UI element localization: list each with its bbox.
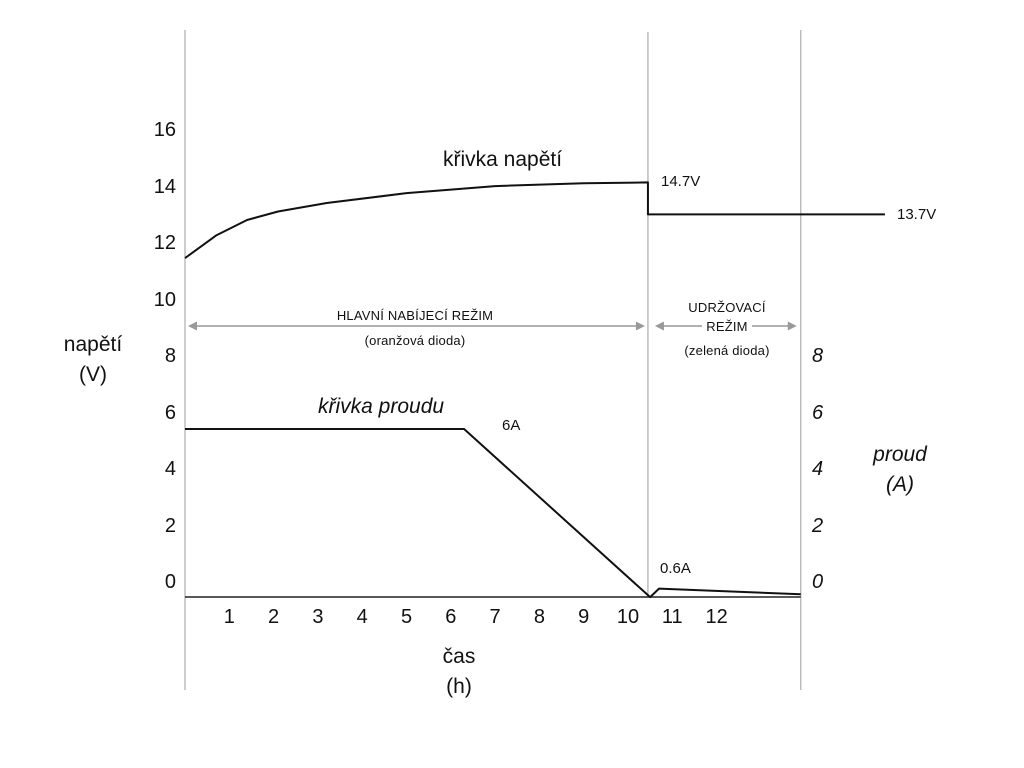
current-curve [185,428,801,599]
region-arrow-head-right [787,321,797,331]
left-axis-title: napětí (V) [43,330,143,390]
right-axis-title-line2: (A) [886,473,914,496]
main-charge-region-label: HLAVNÍ NABÍJECÍ REŽIM [336,308,494,323]
peak-voltage-annotation: 14.7V [661,173,701,190]
maintenance-region-sublabel: (zelená dioda) [684,343,770,358]
x-axis-title-line1: čas [442,645,476,668]
voltage-curve [184,181,885,259]
current-curve-label: křivka proudu [318,395,445,418]
left-axis-title-line1: napětí [63,333,123,356]
x-axis-title: čas (h) [409,642,509,702]
bulk-current-annotation: 6A [502,417,521,434]
maintenance-region-label-line1: UDRŽOVACÍ [688,300,766,315]
maintenance-region-label-line2: REŽIM [657,319,797,334]
region-arrow-head-left [654,321,664,331]
region-arrow-head-right [635,321,645,331]
left-axis-title-line2: (V) [79,363,107,386]
right-axis-title: proud (A) [846,440,954,500]
maintenance-region-label-line2-text: REŽIM [702,319,752,334]
x-axis-title-line2: (h) [446,675,472,698]
region-arrow-head-left [188,321,197,331]
float-current-annotation: 0.6A [660,560,691,577]
main-charge-region-sublabel: (oranžová dioda) [364,333,466,348]
voltage-curve-label: křivka napětí [443,148,563,171]
float-voltage-annotation: 13.7V [897,206,937,223]
right-axis-title-line1: proud [873,443,927,466]
